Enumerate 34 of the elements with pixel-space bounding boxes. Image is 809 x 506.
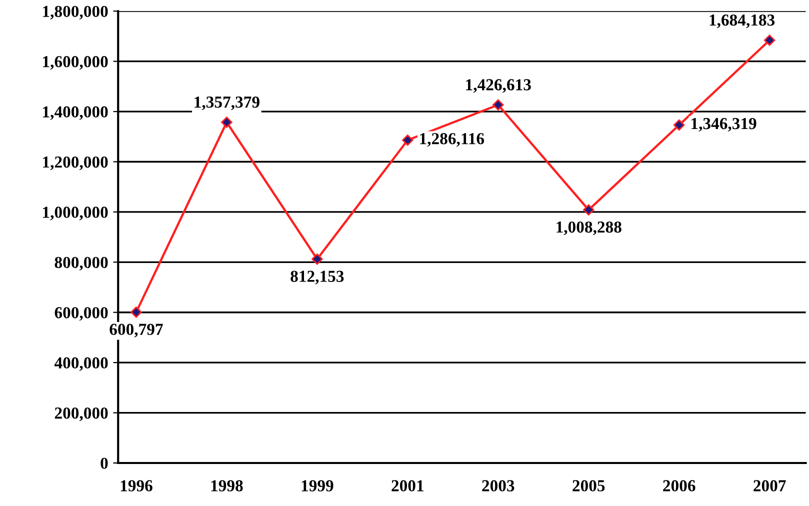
point	[583, 204, 594, 216]
point	[764, 34, 776, 46]
y-tick-label: 1,200,000	[43, 156, 108, 170]
y-tick-label: 1,800,000	[43, 6, 108, 20]
y-tick-label: 400,000	[54, 357, 108, 371]
data-label: 600,797	[110, 324, 163, 338]
data-label: 1,426,613	[466, 79, 531, 93]
point	[221, 116, 232, 128]
x-tick-label: 2003	[482, 480, 514, 492]
x-tick-label: 2006	[663, 480, 696, 492]
x-tick-label: 2005	[572, 480, 605, 492]
x-tick-label: 1999	[302, 480, 334, 492]
y-tick-label: 600,000	[54, 307, 108, 321]
y-tick-label: 1,600,000	[43, 56, 108, 70]
point	[402, 134, 414, 146]
point	[130, 306, 142, 318]
y-tick-label: 0	[100, 458, 108, 469]
x-tick-label: 1998	[211, 480, 243, 492]
x-tick-label: 2001	[392, 480, 424, 492]
y-tick-label: 1,000,000	[43, 206, 108, 220]
point	[312, 254, 323, 265]
data-label: 812,153	[290, 270, 344, 284]
x-tick-label: 1996	[120, 480, 152, 492]
data-label: 1,357,379	[194, 96, 260, 110]
data-label: 1,286,116	[420, 133, 484, 147]
point	[673, 119, 685, 131]
y-tick-label: 1,400,000	[43, 106, 108, 120]
y-tick-label: 800,000	[54, 256, 108, 271]
x-tick-label: 2007	[754, 480, 786, 492]
data-label: 1,346,319	[692, 118, 756, 132]
data-label: 1,684,183	[710, 14, 775, 28]
y-tick-label: 200,000	[54, 407, 108, 422]
point	[492, 99, 504, 110]
data-label: 1,008,288	[556, 221, 622, 236]
